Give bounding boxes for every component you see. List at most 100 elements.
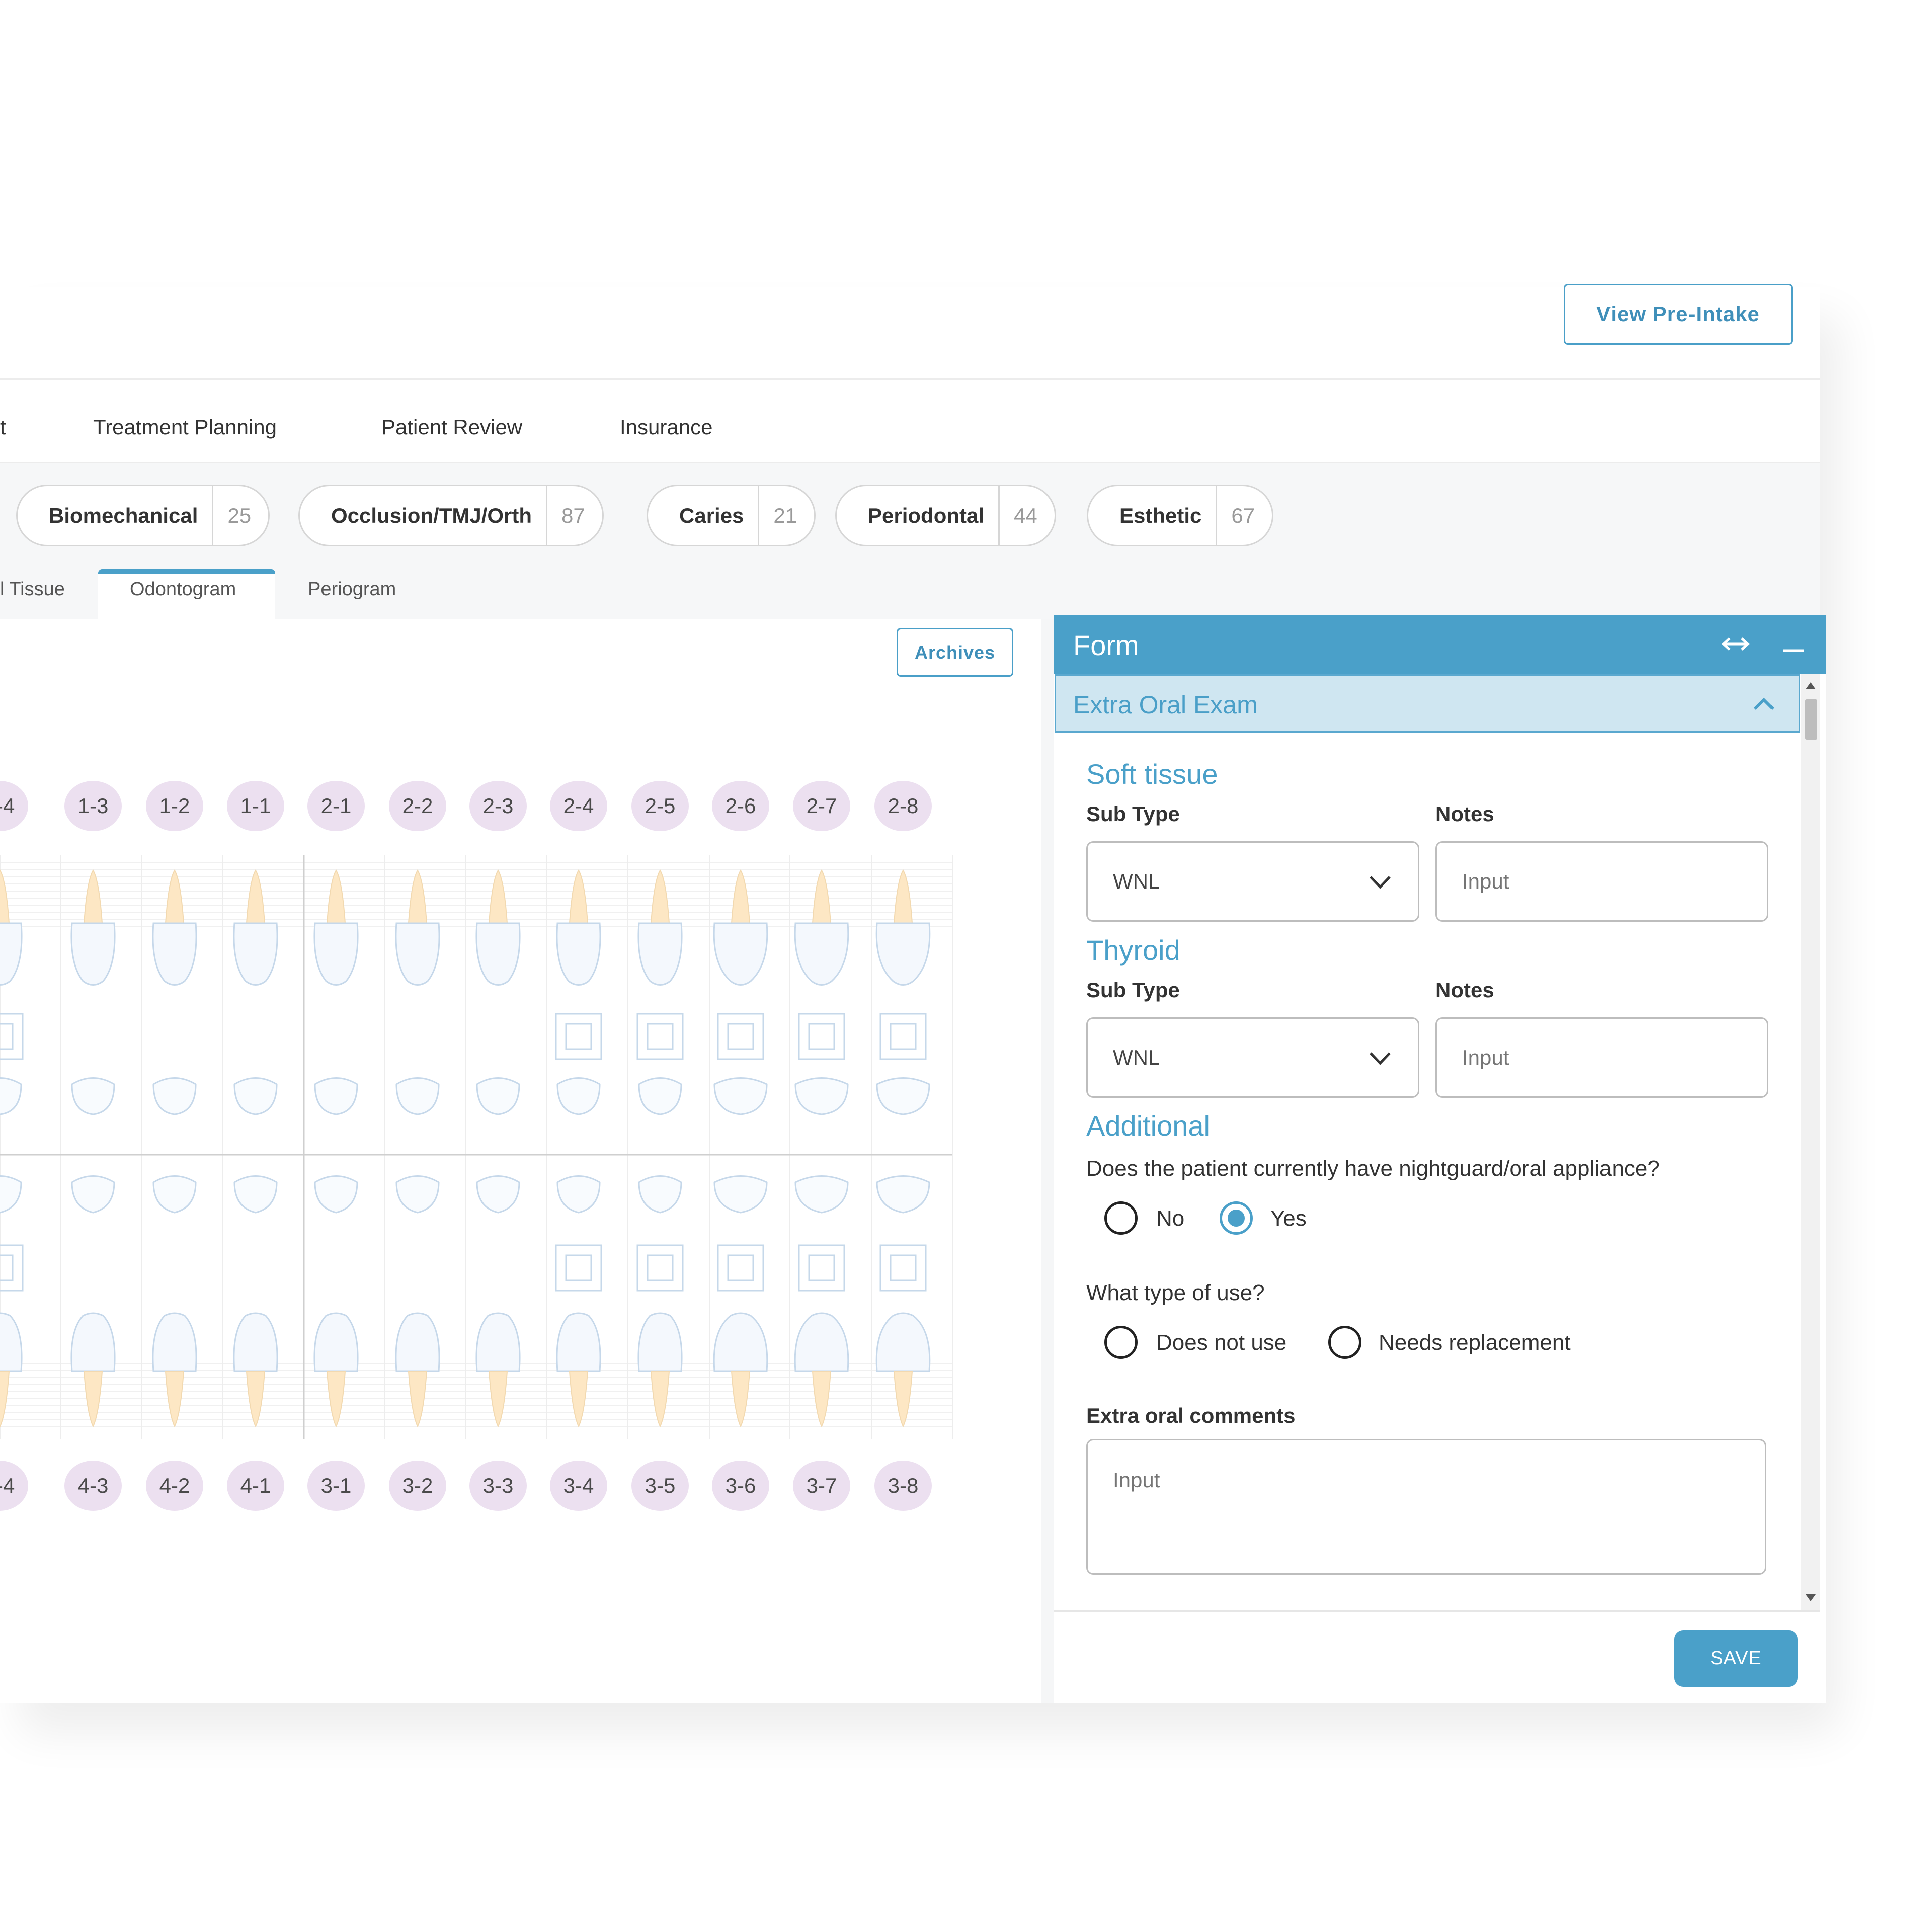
tooth-surface-box	[0, 1244, 24, 1292]
tooth-crown	[395, 1312, 440, 1372]
subtab-tissue[interactable]: l Tissue	[0, 579, 65, 600]
tooth-badge-3-1[interactable]: 3-1	[307, 1461, 365, 1511]
tooth-badge-3-8[interactable]: 3-8	[874, 1461, 932, 1511]
tooth-root	[408, 1371, 428, 1428]
extra-oral-comments-input[interactable]	[1086, 1439, 1766, 1575]
tab-patient-review[interactable]: Patient Review	[381, 415, 523, 439]
save-button[interactable]: SAVE	[1674, 1630, 1798, 1687]
subtab-periogram[interactable]: Periogram	[308, 579, 396, 600]
tooth-crown	[875, 922, 931, 986]
tooth-surface-inner	[727, 1023, 754, 1050]
chip-biomechanical[interactable]: Biomechanical 25	[16, 485, 270, 546]
radio-yes[interactable]	[1220, 1201, 1253, 1235]
tooth-crown	[637, 922, 683, 986]
tooth-badge-1-2[interactable]: 1-2	[146, 781, 203, 831]
tooth-root	[812, 869, 832, 924]
soft-tissue-subtype-select[interactable]: WNL	[1086, 841, 1419, 922]
tooth-surface-inner	[808, 1023, 835, 1050]
chip-caries[interactable]: Caries 21	[647, 485, 816, 546]
odontogram-chart	[0, 855, 953, 1439]
chevron-up-icon[interactable]	[1750, 692, 1778, 717]
form-scrollbar[interactable]	[1801, 674, 1820, 1611]
tooth-surface-inner	[808, 1254, 835, 1281]
minus-icon[interactable]	[1781, 631, 1806, 657]
chip-periodontal[interactable]: Periodontal 44	[835, 485, 1056, 546]
tooth-root	[731, 1371, 751, 1428]
scrollbar-thumb[interactable]	[1805, 699, 1817, 740]
tooth-crown	[794, 1312, 849, 1372]
tooth-badge-1-1[interactable]: 1-1	[227, 781, 284, 831]
tooth-surface-box	[636, 1013, 684, 1060]
tooth-badge-3-2[interactable]: 3-2	[389, 1461, 446, 1511]
tooth-root	[488, 869, 508, 924]
tooth-badge-4-1[interactable]: 4-1	[227, 1461, 284, 1511]
radio-needs-replacement[interactable]	[1328, 1326, 1361, 1359]
tooth-badge-2-8[interactable]: 2-8	[874, 781, 932, 831]
tooth-root	[893, 1371, 913, 1428]
section-title: Extra Oral Exam	[1073, 691, 1258, 719]
scroll-up-arrow-icon[interactable]	[1804, 680, 1817, 691]
panel-gutter	[1041, 619, 1054, 1703]
tooth-surface-inner	[890, 1254, 917, 1281]
thyroid-subtype-select[interactable]: WNL	[1086, 1017, 1419, 1098]
tooth-badge-3-6[interactable]: 3-6	[712, 1461, 769, 1511]
tooth-badge-2-7[interactable]: 2-7	[793, 781, 850, 831]
tooth-root	[165, 1371, 185, 1428]
tab-insurance[interactable]: Insurance	[620, 415, 713, 439]
tab-treatment-planning[interactable]: Treatment Planning	[93, 415, 277, 439]
tooth-crown	[395, 922, 440, 986]
chip-esthetic[interactable]: Esthetic 67	[1087, 485, 1274, 546]
tooth-surface-box	[0, 1013, 24, 1060]
tooth-crown	[70, 1312, 116, 1372]
horizontal-arrows-icon[interactable]	[1721, 631, 1751, 657]
tooth-surface-box	[879, 1013, 927, 1060]
chip-occlusion[interactable]: Occlusion/TMJ/Orth 87	[298, 485, 604, 546]
section-header-extra-oral[interactable]	[1055, 674, 1800, 733]
notes-label: Notes	[1435, 802, 1494, 826]
tooth-badge-2-4[interactable]: 2-4	[550, 781, 607, 831]
tooth-occlusal	[794, 1175, 849, 1214]
subtype-label: Sub Type	[1086, 802, 1180, 826]
tooth-root	[650, 1371, 670, 1428]
tooth-occlusal	[395, 1175, 440, 1214]
tooth-badge-2-2[interactable]: 2-2	[389, 781, 446, 831]
tooth-occlusal	[71, 1077, 115, 1115]
tooth-crown	[233, 922, 278, 986]
tooth-badge-1-3[interactable]: 1-3	[64, 781, 122, 831]
tooth-occlusal	[0, 1077, 22, 1115]
tooth-crown	[713, 1312, 768, 1372]
radio-no-label: No	[1156, 1206, 1185, 1231]
tooth-occlusal	[395, 1077, 440, 1115]
tooth-root	[326, 869, 346, 924]
tooth-badge-2-3[interactable]: 2-3	[469, 781, 527, 831]
view-pre-intake-button[interactable]: View Pre-Intake	[1564, 284, 1793, 345]
tooth-surface-inner	[727, 1254, 754, 1281]
tooth-root	[0, 1371, 10, 1428]
tooth-occlusal	[233, 1077, 278, 1115]
comments-label: Extra oral comments	[1086, 1404, 1296, 1427]
subtab-odontogram[interactable]: Odontogram	[130, 579, 236, 600]
archives-button[interactable]: Archives	[897, 628, 1013, 677]
tooth-badge-4-3[interactable]: 4-3	[64, 1461, 122, 1511]
tooth-badge-2-5[interactable]: 2-5	[631, 781, 689, 831]
tooth-surface-box	[555, 1013, 602, 1060]
tooth-badge-4-2[interactable]: 4-2	[146, 1461, 203, 1511]
tooth-root	[488, 1371, 508, 1428]
form-title: Form	[1073, 629, 1139, 661]
tooth-badge-2-6[interactable]: 2-6	[712, 781, 769, 831]
nightguard-question: Does the patient currently have nightgua…	[1086, 1156, 1660, 1181]
tooth-badge-3-3[interactable]: 3-3	[469, 1461, 527, 1511]
tooth-badge-2-1[interactable]: 2-1	[307, 781, 365, 831]
chip-count: 44	[1014, 503, 1037, 527]
tooth-crown	[0, 922, 23, 986]
scroll-down-arrow-icon[interactable]	[1804, 1592, 1817, 1603]
radio-no[interactable]	[1104, 1201, 1138, 1235]
tooth-badge-3-4[interactable]: 3-4	[550, 1461, 607, 1511]
tooth-badge-3-5[interactable]: 3-5	[631, 1461, 689, 1511]
soft-tissue-notes-input[interactable]	[1435, 841, 1768, 922]
thyroid-notes-input[interactable]	[1435, 1017, 1768, 1098]
tooth-crown	[313, 1312, 359, 1372]
tooth-badge-3-7[interactable]: 3-7	[793, 1461, 850, 1511]
tab-truncated[interactable]: t	[0, 415, 6, 439]
radio-does-not-use[interactable]	[1104, 1326, 1138, 1359]
